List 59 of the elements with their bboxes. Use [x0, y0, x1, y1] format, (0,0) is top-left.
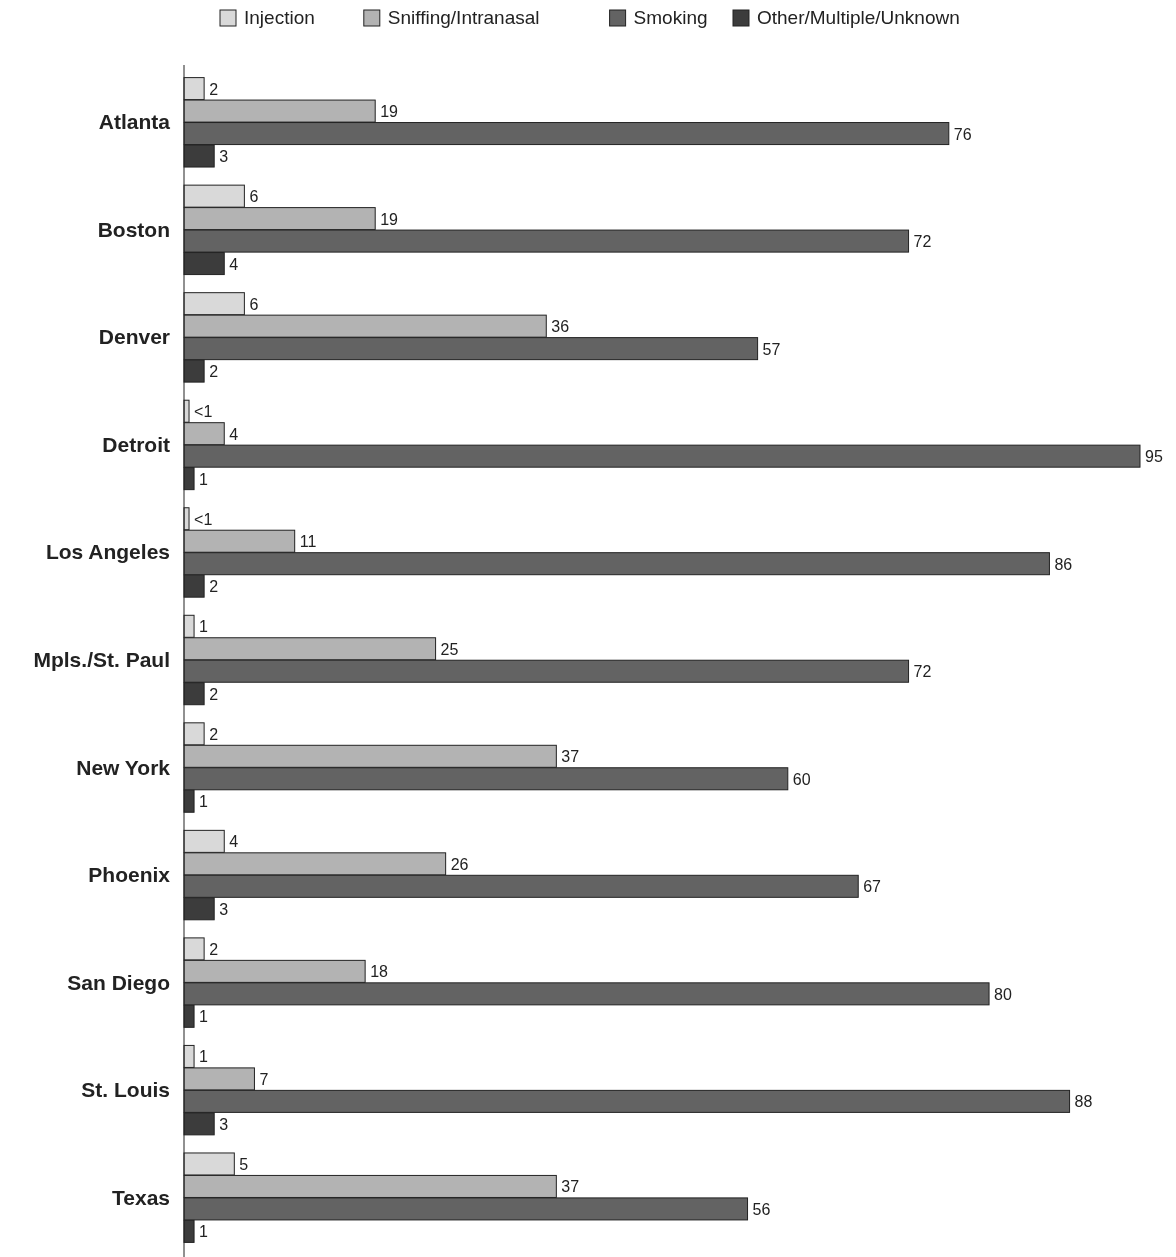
- legend-label: Sniffing/Intranasal: [387, 7, 540, 28]
- data-label: 1: [199, 1223, 209, 1241]
- legend-label: Injection: [244, 7, 315, 28]
- data-label: 2: [209, 725, 219, 743]
- data-label: 37: [561, 1178, 580, 1196]
- data-label: 88: [1074, 1093, 1093, 1111]
- data-label: 57: [762, 340, 781, 358]
- y-tick-label: Mpls./St. Paul: [33, 648, 170, 671]
- y-tick-label: Texas: [112, 1185, 170, 1209]
- y-tick-label: Denver: [98, 325, 170, 349]
- data-label: 3: [219, 1115, 229, 1133]
- data-label: 1: [199, 470, 209, 488]
- data-label: 6: [249, 188, 259, 206]
- data-label: 1: [199, 1048, 209, 1066]
- y-tick-label: Boston: [97, 217, 170, 241]
- data-label: 4: [229, 833, 239, 851]
- data-label: <1: [194, 510, 213, 528]
- data-label: 2: [209, 363, 219, 381]
- data-label: <1: [194, 403, 213, 421]
- data-label: 1: [199, 1008, 209, 1026]
- data-label: 72: [913, 663, 932, 681]
- data-label: 95: [1145, 448, 1163, 466]
- data-label: 5: [239, 1155, 249, 1173]
- data-label: 4: [229, 425, 239, 443]
- data-label: 2: [209, 940, 219, 958]
- data-label: 2: [209, 685, 219, 703]
- data-label: 72: [913, 233, 932, 251]
- data-label: 80: [994, 985, 1012, 1003]
- legend-label: Smoking: [633, 7, 708, 28]
- y-tick-label: New York: [76, 755, 171, 779]
- data-label: 19: [380, 210, 399, 228]
- data-label: 3: [219, 900, 229, 918]
- data-label: 1: [199, 618, 209, 636]
- data-label: 3: [219, 148, 229, 166]
- data-label: 6: [249, 295, 259, 313]
- data-label: 25: [440, 640, 459, 658]
- y-tick-label: Atlanta: [98, 110, 171, 134]
- legend-label: Other/Multiple/Unknown: [757, 7, 960, 28]
- y-tick-label: St. Louis: [81, 1078, 170, 1102]
- y-tick-label: Los Angeles: [45, 540, 170, 564]
- data-label: 37: [561, 748, 580, 766]
- data-label: 1: [199, 793, 209, 811]
- data-label: 60: [792, 770, 811, 788]
- data-label: 67: [863, 878, 882, 896]
- data-label: 19: [380, 103, 399, 121]
- y-tick-label: Phoenix: [88, 863, 171, 887]
- data-label: 4: [229, 255, 239, 273]
- data-label: 26: [450, 855, 469, 873]
- data-label: 76: [953, 125, 972, 143]
- y-tick-label: Detroit: [102, 432, 170, 456]
- data-label: 11: [299, 533, 317, 551]
- data-label: 36: [551, 318, 570, 336]
- data-label: 86: [1054, 555, 1073, 573]
- data-label: 18: [370, 963, 389, 981]
- y-tick-label: San Diego: [67, 970, 170, 994]
- data-label: 2: [209, 80, 219, 98]
- data-label: 2: [209, 578, 219, 596]
- data-label: 7: [259, 1070, 269, 1088]
- data-label: 56: [752, 1200, 771, 1218]
